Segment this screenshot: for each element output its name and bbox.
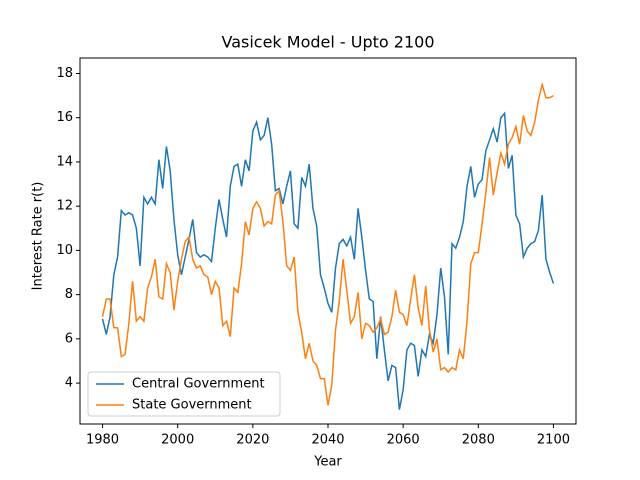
- chart-title: Vasicek Model - Upto 2100: [222, 33, 435, 52]
- legend-label: Central Government: [132, 377, 265, 392]
- x-tick-label: 2060: [387, 433, 420, 448]
- y-tick-label: 18: [56, 66, 73, 81]
- series-line: [101, 111, 555, 410]
- y-tick-label: 6: [65, 331, 73, 346]
- x-tick-label: 2000: [161, 433, 194, 448]
- series-line: [101, 81, 554, 406]
- plot-frame: [79, 57, 577, 425]
- legend-label: State Government: [132, 398, 252, 413]
- y-tick-label: 4: [65, 376, 73, 391]
- x-tick-label: 1980: [86, 433, 119, 448]
- x-tick-label: 2020: [236, 433, 269, 448]
- y-tick-label: 12: [56, 199, 73, 214]
- x-tick-label: 2040: [311, 433, 344, 448]
- x-tick-label: 2100: [537, 433, 570, 448]
- legend-box: [87, 371, 281, 417]
- y-tick-label: 14: [56, 154, 73, 169]
- y-tick-label: 10: [56, 243, 73, 258]
- y-tick-label: 16: [56, 110, 73, 125]
- x-axis-label: Year: [313, 455, 342, 470]
- y-tick-label: 8: [65, 287, 73, 302]
- y-axis-label: Interest Rate r(t): [31, 182, 46, 291]
- x-tick-label: 2080: [462, 433, 495, 448]
